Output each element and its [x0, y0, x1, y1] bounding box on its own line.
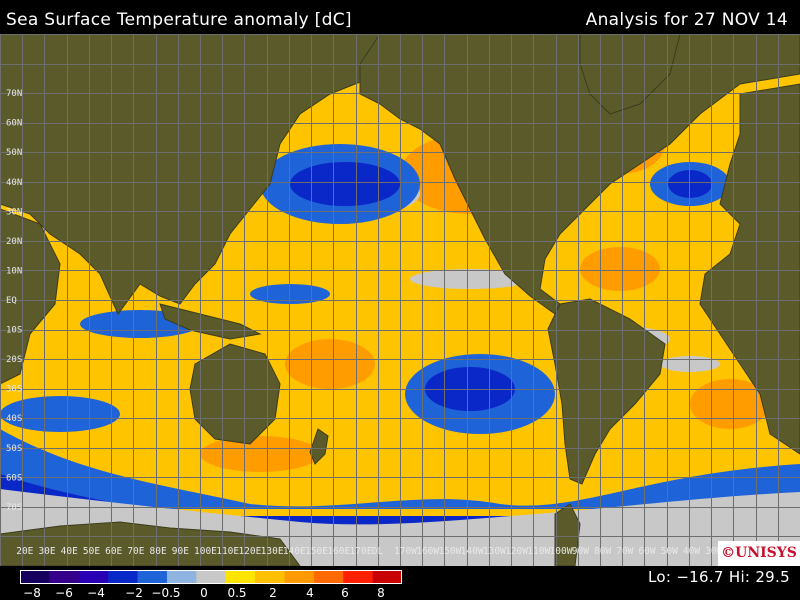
lo-label: Lo: — [648, 568, 672, 586]
color-scale-swatch — [49, 570, 80, 584]
longitude-label: DL — [372, 546, 384, 557]
latitude-label: 20S — [6, 355, 22, 365]
color-scale-swatch — [313, 570, 344, 584]
lo-value: −16.7 — [676, 568, 724, 586]
color-scale-swatch — [108, 570, 139, 584]
longitude-label: 20E — [16, 546, 33, 557]
lat-lon-grid — [0, 34, 800, 566]
latitude-label: 10N — [6, 266, 22, 276]
color-scale-swatch — [196, 570, 227, 584]
color-scale-swatch — [255, 570, 285, 584]
latitude-label: 40N — [6, 178, 22, 188]
color-scale-swatch — [137, 570, 168, 584]
color-scale-swatch — [166, 570, 197, 584]
land-antarctica — [0, 521, 301, 566]
color-scale-bar — [20, 570, 402, 584]
longitude-label: 130W — [483, 546, 506, 557]
longitude-label: 110W — [527, 546, 550, 557]
longitude-label: 140W — [461, 546, 484, 557]
longitude-label: 50E — [83, 546, 100, 557]
hi-value: 29.5 — [755, 568, 790, 586]
color-scale-swatch — [372, 570, 402, 584]
longitude-label: 170W — [394, 546, 417, 557]
color-scale-tick-label: −0.5 — [151, 586, 181, 600]
longitude-label: 50W — [661, 546, 678, 557]
color-scale-tick-label: 4 — [306, 586, 314, 600]
min-max-readout: Lo: −16.7 Hi: 29.5 — [648, 568, 790, 586]
land-europe-africa-east — [699, 83, 800, 455]
color-scale-swatch — [284, 570, 315, 584]
longitude-label: 140E — [283, 546, 306, 557]
map-title: Sea Surface Temperature anomaly [dC] — [6, 10, 352, 30]
latitude-label: 60N — [6, 119, 22, 129]
analysis-date: Analysis for 27 NOV 14 — [585, 10, 788, 30]
longitude-label: 120W — [505, 546, 528, 557]
color-scale-tick-label: −6 — [55, 586, 73, 600]
latitude-label: 30S — [6, 385, 22, 395]
color-scale-tick-label: 2 — [269, 586, 277, 600]
longitude-label: 110E — [216, 546, 239, 557]
longitude-label: 80W — [594, 546, 611, 557]
longitude-label: 150E — [305, 546, 328, 557]
latitude-label: 30N — [6, 207, 22, 217]
longitude-label: 70W — [616, 546, 633, 557]
latitude-label: 50N — [6, 148, 22, 158]
sst-anomaly-map: 20E 30E 40E 50E 60E 70E 80E 90E 100E 110E 120E 130E… — [0, 34, 800, 566]
longitude-label: 60W — [638, 546, 655, 557]
color-scale-tick-label: −4 — [87, 586, 105, 600]
unisys-logo: ©UNISYS — [718, 541, 800, 566]
latitude-label: 70N — [6, 89, 22, 99]
color-scale-tick-label: 8 — [377, 586, 385, 600]
land-south-america — [547, 298, 666, 485]
longitude-label: 70E — [127, 546, 144, 557]
color-scale-tick-label: −8 — [23, 586, 41, 600]
color-scale-tick-label: 0.5 — [227, 586, 247, 600]
longitude-label: 100E — [194, 546, 217, 557]
longitude-label: 150W — [438, 546, 461, 557]
color-scale-tick-label: 0 — [200, 586, 208, 600]
longitude-label: 80E — [150, 546, 167, 557]
color-scale-swatch — [20, 570, 50, 584]
latitude-labels: 70N 60N 50N 40N 30N 20N 10N EQ 10S 20S 30S 40S 50S 60… — [6, 89, 22, 513]
latitude-label: 40S — [6, 414, 22, 424]
land-antarctic-peninsula — [554, 503, 581, 566]
map-svg: 20E 30E 40E 50E 60E 70E 80E 90E 100E 110E 120E 130E… — [0, 34, 800, 566]
latitude-label: 20N — [6, 237, 22, 247]
color-scale-swatch — [78, 570, 109, 584]
color-scale-tick-label: 6 — [341, 586, 349, 600]
longitude-label: 170E — [350, 546, 373, 557]
longitude-label: 40W — [683, 546, 700, 557]
latitude-label: EQ — [6, 296, 17, 306]
longitude-label: 100W — [550, 546, 573, 557]
color-scale-swatch — [225, 570, 256, 584]
latitude-label: 50S — [6, 444, 22, 454]
longitude-label: 130E — [261, 546, 284, 557]
color-scale-swatch — [343, 570, 374, 584]
latitude-label: 10S — [6, 326, 22, 336]
longitude-label: 40E — [61, 546, 78, 557]
longitude-label: 160E — [327, 546, 350, 557]
longitude-label: 90E — [172, 546, 189, 557]
longitude-label: 30W — [705, 546, 722, 557]
longitude-label: 120E — [238, 546, 261, 557]
hi-label: Hi: — [728, 568, 751, 586]
land-eurasia — [0, 34, 421, 315]
longitude-labels: 20E 30E 40E 50E 60E 70E 80E 90E 100E 110E 120E 130E… — [16, 546, 767, 557]
longitude-label: 30E — [38, 546, 55, 557]
color-scale-tick-label: −2 — [125, 586, 143, 600]
longitude-label: 60E — [105, 546, 122, 557]
latitude-label: 60S — [6, 473, 22, 483]
latitude-label: 70S — [6, 503, 22, 513]
longitude-label: 90W — [572, 546, 589, 557]
longitude-label: 160W — [416, 546, 439, 557]
